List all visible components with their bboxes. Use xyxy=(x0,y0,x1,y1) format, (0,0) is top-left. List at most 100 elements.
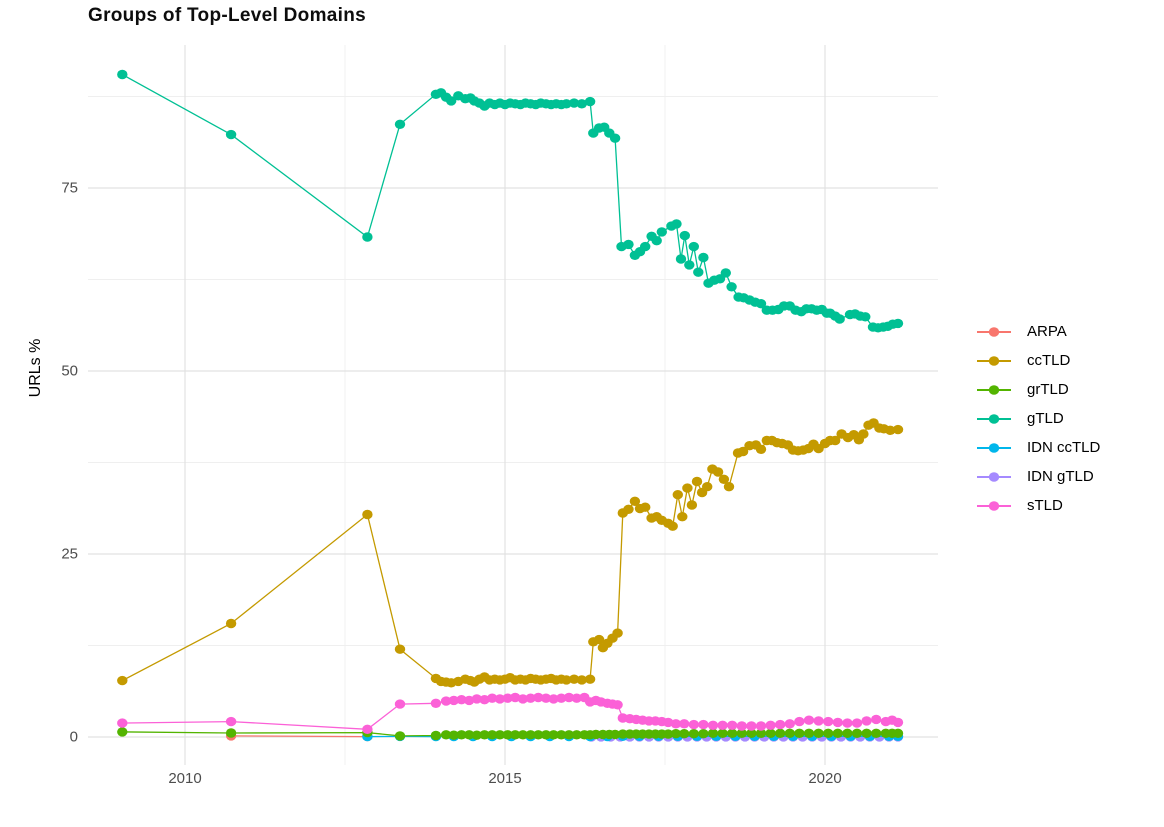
legend-item-gtld: gTLD xyxy=(977,408,1100,429)
y-tick-label: 75 xyxy=(61,179,78,197)
data-point xyxy=(576,99,587,109)
legend-item-stld: sTLD xyxy=(977,495,1100,516)
data-point xyxy=(556,730,567,740)
legend-key-icon xyxy=(977,442,1011,453)
y-tick-label: 50 xyxy=(61,362,78,380)
data-point xyxy=(548,730,559,740)
data-point xyxy=(225,129,237,140)
data-point xyxy=(885,425,896,435)
data-point xyxy=(698,719,709,730)
data-point xyxy=(448,695,459,706)
data-point xyxy=(860,312,871,322)
data-point xyxy=(803,728,815,738)
data-point xyxy=(517,694,529,704)
data-point xyxy=(823,728,834,738)
data-point xyxy=(430,730,442,741)
series-grtld xyxy=(117,727,904,741)
data-point xyxy=(784,719,795,729)
data-point xyxy=(717,728,728,738)
legend-key-dot xyxy=(988,413,1000,424)
data-point xyxy=(672,490,683,500)
legend-key-icon xyxy=(977,326,1011,337)
data-point xyxy=(693,267,704,277)
data-point xyxy=(765,720,776,730)
data-point xyxy=(448,730,459,740)
data-point xyxy=(671,219,682,229)
data-point xyxy=(394,699,406,709)
data-point xyxy=(691,476,703,487)
data-point xyxy=(540,693,552,703)
data-point xyxy=(892,318,904,329)
data-point xyxy=(746,728,757,738)
legend-key-dot xyxy=(988,355,1000,366)
data-point xyxy=(720,268,731,278)
y-tick-label: 0 xyxy=(69,728,78,746)
data-point xyxy=(623,239,634,250)
data-point xyxy=(775,728,786,738)
data-point xyxy=(471,694,482,704)
data-point xyxy=(851,728,863,738)
data-point xyxy=(813,728,824,738)
legend-item-idn-gtld: IDN gTLD xyxy=(977,466,1100,487)
data-point xyxy=(718,474,730,484)
data-point xyxy=(794,716,805,727)
data-point xyxy=(679,729,690,739)
data-point xyxy=(712,467,724,477)
series-line xyxy=(121,73,899,329)
data-point xyxy=(510,730,521,740)
data-point xyxy=(225,728,237,738)
x-tick-label: 2020 xyxy=(808,770,842,787)
legend-key-dot xyxy=(988,326,1000,337)
data-point xyxy=(746,721,757,731)
data-point xyxy=(851,718,863,728)
data-point xyxy=(834,314,845,324)
series-line xyxy=(121,422,899,684)
data-point xyxy=(446,96,457,106)
data-point xyxy=(736,728,747,738)
data-point xyxy=(684,260,695,270)
data-point xyxy=(670,719,682,729)
legend-key-dot xyxy=(988,442,1000,453)
legend-item-label: grTLD xyxy=(1027,381,1069,398)
data-point xyxy=(640,502,651,512)
data-point xyxy=(576,675,587,685)
data-point xyxy=(612,700,623,710)
legend-item-idn-cctld: IDN ccTLD xyxy=(977,437,1100,458)
data-point xyxy=(394,644,406,654)
legend-item-label: ARPA xyxy=(1027,323,1067,340)
legend: ARPA ccTLD grTLD gTLD IDN ccTLD IDN gTLD sTLD xyxy=(977,321,1100,516)
data-point xyxy=(723,482,735,492)
data-point xyxy=(832,728,843,738)
data-point xyxy=(675,254,687,264)
data-point xyxy=(677,512,688,522)
data-point xyxy=(612,628,623,638)
data-point xyxy=(117,69,128,80)
series-cctld xyxy=(117,418,904,688)
data-point xyxy=(803,715,815,725)
legend-item-grtld: grTLD xyxy=(977,379,1100,400)
series-line xyxy=(231,735,368,738)
data-point xyxy=(362,724,373,734)
data-point xyxy=(861,728,872,738)
data-point xyxy=(502,730,513,740)
data-point xyxy=(842,728,853,738)
legend-item-label: sTLD xyxy=(1027,497,1063,514)
data-point xyxy=(440,696,452,706)
legend-item-label: gTLD xyxy=(1027,410,1064,427)
legend-item-cctld: ccTLD xyxy=(977,350,1100,371)
x-tick-label: 2015 xyxy=(488,770,522,787)
data-point xyxy=(670,729,682,739)
data-point xyxy=(871,728,882,738)
data-point xyxy=(394,119,406,129)
legend-key-icon xyxy=(977,355,1011,366)
data-point xyxy=(698,729,709,739)
data-point xyxy=(479,730,490,740)
data-point xyxy=(737,446,749,457)
data-point xyxy=(656,227,667,237)
data-point xyxy=(487,730,498,740)
data-point xyxy=(830,435,841,446)
data-point xyxy=(487,693,498,703)
data-point xyxy=(765,728,776,738)
y-tick-label: 25 xyxy=(61,545,78,563)
